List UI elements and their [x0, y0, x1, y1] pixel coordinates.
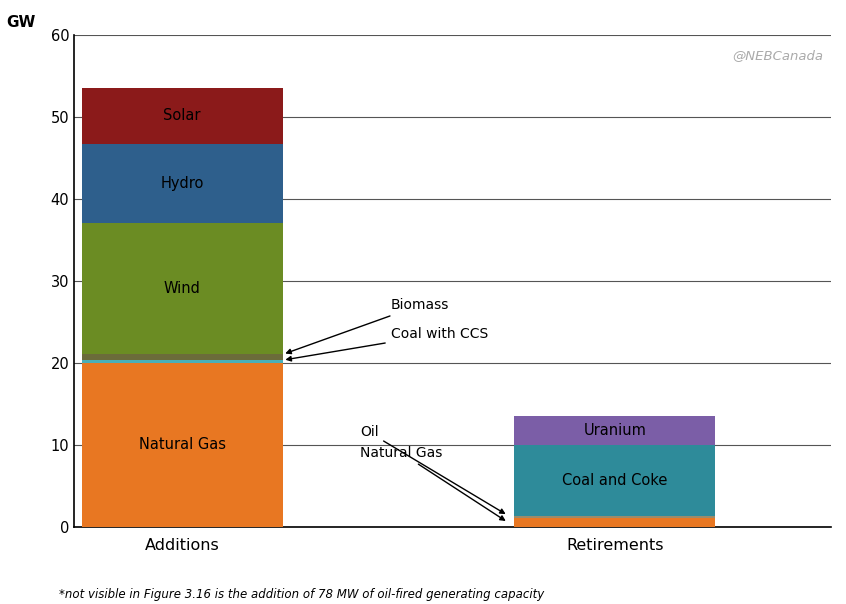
- Bar: [82, 223, 283, 355]
- Bar: [514, 445, 715, 516]
- Text: Biomass: Biomass: [287, 298, 449, 353]
- Text: Coal with CCS: Coal with CCS: [287, 327, 488, 361]
- Text: GW: GW: [6, 14, 36, 30]
- Text: *not visible in Figure 3.16 is the addition of 78 MW of oil-fired generating cap: *not visible in Figure 3.16 is the addit…: [59, 588, 545, 601]
- Bar: [82, 88, 283, 144]
- Bar: [514, 516, 715, 518]
- Text: Coal and Coke: Coal and Coke: [562, 472, 667, 487]
- Text: Uranium: Uranium: [583, 423, 646, 438]
- Text: Wind: Wind: [164, 281, 201, 297]
- Bar: [514, 518, 715, 527]
- Text: Natural Gas: Natural Gas: [139, 437, 226, 452]
- Bar: [82, 362, 283, 527]
- Bar: [82, 144, 283, 223]
- Bar: [514, 416, 715, 445]
- Text: Natural Gas: Natural Gas: [360, 446, 504, 520]
- Text: Hydro: Hydro: [161, 176, 204, 191]
- Bar: [82, 355, 283, 360]
- Text: @NEBCanada: @NEBCanada: [733, 50, 823, 62]
- Text: Oil: Oil: [360, 425, 504, 513]
- Text: Solar: Solar: [163, 108, 201, 123]
- Bar: [82, 360, 283, 362]
